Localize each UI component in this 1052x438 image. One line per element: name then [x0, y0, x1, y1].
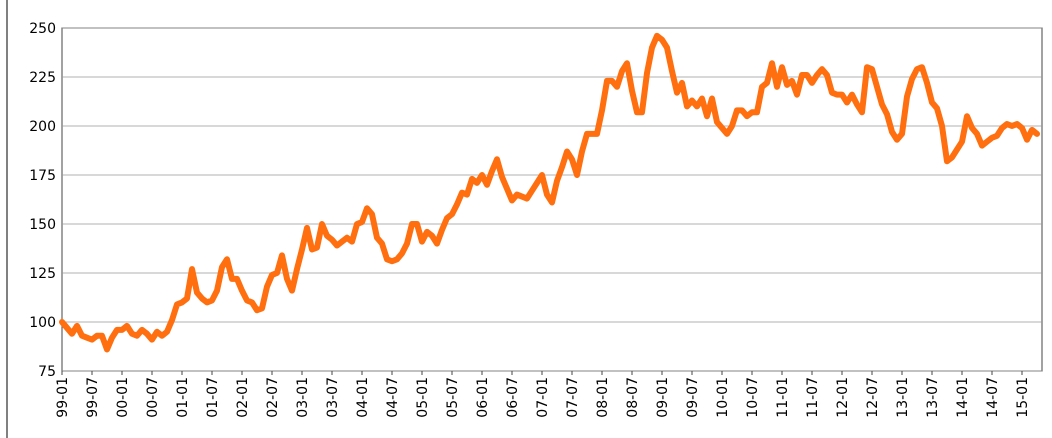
x-tick-label: 14-01 — [955, 377, 971, 418]
x-tick-label: 05-01 — [415, 377, 431, 418]
x-tick-label: 12-07 — [865, 377, 881, 418]
x-tick-label: 10-07 — [745, 377, 761, 418]
x-tick-label: 03-01 — [295, 377, 311, 418]
x-tick-label: 02-07 — [265, 377, 281, 418]
x-tick-label: 09-07 — [685, 377, 701, 418]
x-tick-label: 01-01 — [175, 377, 191, 418]
y-tick-label: 100 — [29, 315, 56, 331]
y-tick-label: 75 — [38, 364, 56, 380]
x-tick-label: 03-07 — [325, 377, 341, 418]
y-tick-label: 200 — [29, 119, 56, 135]
x-tick-label: 08-01 — [595, 377, 611, 418]
x-tick-label: 04-01 — [355, 377, 371, 418]
x-tick-label: 07-01 — [535, 377, 551, 418]
x-tick-label: 10-01 — [715, 377, 731, 418]
x-tick-label: 01-07 — [205, 377, 221, 418]
x-tick-label: 04-07 — [385, 377, 401, 418]
x-tick-label: 13-01 — [895, 377, 911, 418]
x-tick-label: 15-01 — [1015, 377, 1031, 418]
x-tick-label: 07-07 — [565, 377, 581, 418]
x-tick-label: 12-01 — [835, 377, 851, 418]
x-tick-label: 00-07 — [145, 377, 161, 418]
x-tick-label: 06-01 — [475, 377, 491, 418]
x-tick-label: 11-07 — [805, 377, 821, 418]
x-tick-label: 14-07 — [985, 377, 1001, 418]
x-tick-label: 00-01 — [115, 377, 131, 418]
x-tick-label: 02-01 — [235, 377, 251, 418]
x-tick-label: 08-07 — [625, 377, 641, 418]
x-tick-label: 05-07 — [445, 377, 461, 418]
y-tick-label: 250 — [29, 21, 56, 37]
x-tick-label: 99-01 — [55, 377, 71, 418]
y-tick-label: 150 — [29, 217, 56, 233]
y-tick-label: 125 — [29, 266, 56, 282]
x-tick-label: 09-01 — [655, 377, 671, 418]
y-tick-label: 225 — [29, 70, 56, 86]
data-line — [59, 32, 1040, 353]
y-tick-label: 175 — [29, 168, 56, 184]
x-tick-label: 99-07 — [85, 377, 101, 418]
x-tick-label: 13-07 — [925, 377, 941, 418]
x-tick-label: 06-07 — [505, 377, 521, 418]
x-tick-label: 11-01 — [775, 377, 791, 418]
